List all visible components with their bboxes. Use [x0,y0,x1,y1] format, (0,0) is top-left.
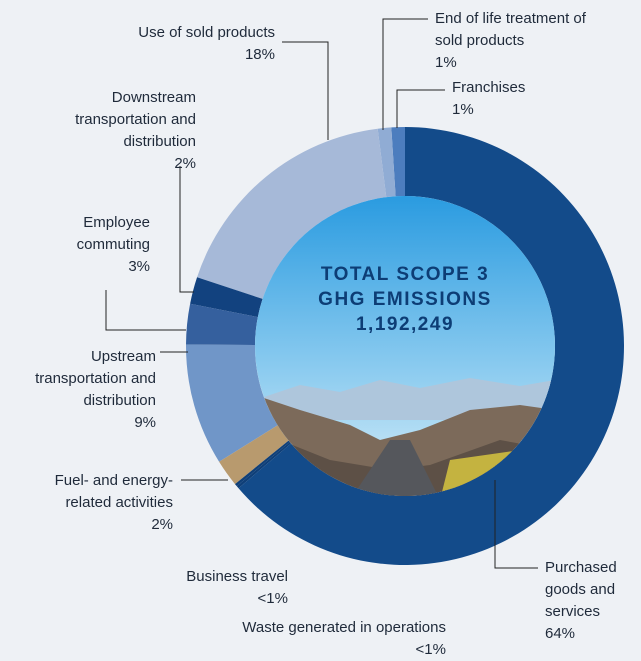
category-name: End of life treatment of sold products [435,8,610,52]
value-label: <1% [128,588,288,610]
category-name: Waste generated in operations [186,617,446,639]
category-name: Business travel [128,566,288,588]
center-text: TOTAL SCOPE 3 [255,262,555,287]
value-label: 1% [435,52,610,74]
category-name: Franchises [452,77,572,99]
chart: TOTAL SCOPE 3GHG EMISSIONS1,192,249 Purc… [0,0,641,656]
category-name: Employee commuting [40,212,150,256]
value-label: 18% [55,44,275,66]
category-name: Purchased goods and services [545,557,630,623]
slice-label: Downstream transportation and distributi… [26,87,196,175]
value-label: 64% [545,623,630,645]
center-text: GHG EMISSIONS [255,287,555,312]
slice-label: Upstream transportation and distribution… [21,346,156,434]
value-label: 1% [452,99,572,121]
center-text: 1,192,249 [255,312,555,337]
slice-label: Business travel<1% [128,566,288,610]
category-name: Use of sold products [55,22,275,44]
category-name: Downstream transportation and distributi… [26,87,196,153]
value-label: 3% [40,256,150,278]
value-label: 2% [33,514,173,536]
value-label: <1% [186,639,446,661]
slice-label: Waste generated in operations<1% [186,617,446,661]
category-name: Upstream transportation and distribution [21,346,156,412]
value-label: 2% [26,153,196,175]
value-label: 9% [21,412,156,434]
category-name: Fuel- and energy-related activities [33,470,173,514]
